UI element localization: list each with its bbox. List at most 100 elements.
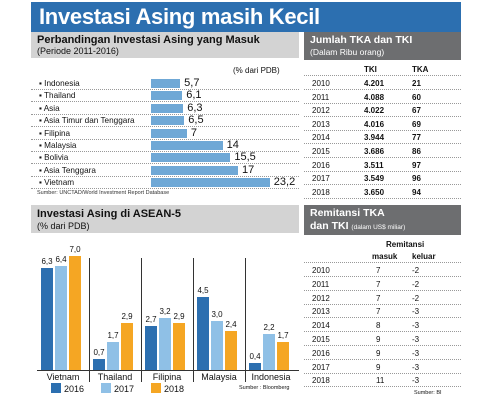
- tka-cell: 67: [412, 106, 421, 116]
- hbar-value-label: 7: [190, 126, 197, 139]
- row-divider: [31, 113, 299, 115]
- asean-value-label: 7,0: [69, 245, 81, 255]
- group-divider: [89, 258, 90, 382]
- asean-value-label: 1,7: [277, 331, 289, 341]
- hbar: [151, 153, 231, 163]
- tka-row: 2012 4.022 67: [304, 105, 461, 118]
- remittance-group-label: Remitansi: [386, 240, 425, 249]
- asean-bar: [277, 342, 289, 370]
- remittance-cell: -3: [412, 321, 420, 331]
- row-divider: [31, 138, 299, 140]
- hbar-row: ▪ Malaysia 14: [31, 139, 299, 152]
- tka-year: 2011: [312, 92, 330, 102]
- tka-year: 2018: [312, 187, 330, 197]
- legend-swatch: [101, 383, 111, 393]
- remittance-year: 2015: [312, 335, 330, 344]
- tka-row: 2013 4.016 69: [304, 119, 461, 131]
- asean-fdi-panel: Investasi Asing di ASEAN-5 (% dari PDB) …: [31, 205, 299, 397]
- remittance-year: 2013: [312, 307, 330, 317]
- remittance-cell: -3: [412, 307, 420, 317]
- remittance-row: 2016 9 -3: [304, 348, 461, 360]
- remittance-header-row: masuk keluar: [304, 251, 461, 263]
- tka-row: 2014 3.944 77: [304, 132, 461, 145]
- tka-header-row: TKI TKA: [304, 64, 461, 76]
- tka-row: 2011 4.088 60: [304, 92, 461, 104]
- remittance-group-header: Remitansi: [304, 239, 461, 251]
- asean-value-label: 2,9: [173, 311, 185, 321]
- asean-value-label: 3,0: [211, 310, 223, 320]
- remittance-row: 2010 7 -2: [304, 265, 461, 277]
- tka-year: 2013: [312, 119, 330, 129]
- tka-cell: 3.511: [364, 160, 384, 170]
- tka-cell: 96: [412, 174, 421, 184]
- asean-country-label: Vietnam: [46, 372, 80, 382]
- tka-cell: 77: [412, 133, 421, 143]
- remittance-year: 2016: [312, 348, 330, 358]
- hbar: [151, 103, 184, 113]
- hbar: [151, 165, 239, 175]
- fdi-source: Sumber: UNCTAD/World Investment Report D…: [37, 190, 170, 196]
- group-divider: [245, 258, 246, 382]
- tka-year: 2014: [312, 133, 330, 143]
- legend-swatch: [151, 383, 161, 393]
- row-divider: [31, 163, 299, 165]
- tka-year: 2015: [312, 147, 330, 156]
- hbar-value-label: 6,5: [188, 114, 204, 127]
- tka-tki-title: Jumlah TKA dan TKI: [310, 34, 413, 46]
- asean-bar: [159, 317, 171, 370]
- tka-header-cell: TKI: [364, 65, 377, 74]
- legend-item: 2016: [51, 383, 84, 394]
- remittance-cell: -2: [412, 266, 420, 275]
- asean-bar: [173, 322, 185, 370]
- hbar-category-label: ▪ Asia Timur dan Tenggara: [39, 116, 135, 126]
- hbar-value-label: 15,5: [234, 151, 256, 164]
- tka-year: 2010: [312, 79, 330, 88]
- remittance-year: 2014: [312, 321, 330, 331]
- tka-cell: 4.088: [364, 92, 385, 102]
- asean-bar: [121, 322, 133, 370]
- hbar-value-label: 6,1: [186, 89, 202, 102]
- asean-bar: [69, 256, 81, 370]
- tka-cell: 21: [412, 79, 421, 88]
- hbar-value-label: 5,7: [184, 77, 200, 89]
- asean-fdi-title: Investasi Asing di ASEAN-5: [37, 208, 182, 220]
- remittance-row: 2015 9 -3: [304, 334, 461, 346]
- remittance-year: 2010: [312, 266, 330, 275]
- tka-year: 2016: [312, 160, 330, 170]
- hbar-category-label: ▪ Thailand: [39, 91, 76, 101]
- hbar-row: ▪ Asia Tenggara 17: [31, 163, 299, 177]
- x-axis-line: [37, 370, 299, 371]
- legend-label: 2017: [114, 384, 135, 394]
- asean-bar: [93, 358, 105, 370]
- fdi-comparison-subtitle: (Periode 2011-2016): [37, 46, 119, 56]
- tka-cell: 3.686: [364, 147, 385, 156]
- remittance-cell: 7: [376, 266, 381, 275]
- asean-value-label: 2,2: [263, 323, 275, 333]
- asean-bar: [211, 321, 223, 370]
- remittance-cell: -2: [412, 293, 420, 303]
- asean-value-label: 2,7: [145, 315, 157, 325]
- asean-fdi-header: Investasi Asing di ASEAN-5 (% dari PDB): [31, 205, 299, 233]
- remittance-panel: Remitansi TKA dan TKI (dalam US$ miliar)…: [304, 205, 461, 397]
- tka-row: 2017 3.549 96: [304, 173, 461, 186]
- hbar-category-label: ▪ Filipina: [39, 128, 71, 138]
- hbar-value-label: 6,3: [187, 101, 203, 114]
- hbar: [151, 178, 270, 188]
- legend-label: 2018: [164, 384, 185, 394]
- tka-cell: 4.016: [364, 119, 385, 129]
- hbar-value-label: 17: [242, 163, 255, 176]
- hbar-category-label: ▪ Vietnam: [39, 178, 75, 188]
- row-divider: [31, 89, 299, 90]
- asean-country-label: Filipina: [152, 372, 182, 382]
- remittance-cell: -2: [412, 279, 420, 289]
- tka-row: 2010 4.201 21: [304, 78, 461, 90]
- remittance-year: 2018: [312, 376, 330, 386]
- asean-country-label: Indonesia: [251, 372, 291, 382]
- tka-row: 2016 3.511 97: [304, 160, 461, 172]
- asean-value-label: 4,5: [197, 285, 209, 295]
- fdi-comparison-title: Perbandingan Investasi Asing yang Masuk: [37, 34, 260, 46]
- fdi-comparison-header: Perbandingan Investasi Asing yang Masuk …: [31, 32, 299, 58]
- remittance-row: 2012 7 -2: [304, 293, 461, 305]
- hbar-value-label: 23,2: [273, 176, 296, 189]
- hbar: [151, 91, 183, 101]
